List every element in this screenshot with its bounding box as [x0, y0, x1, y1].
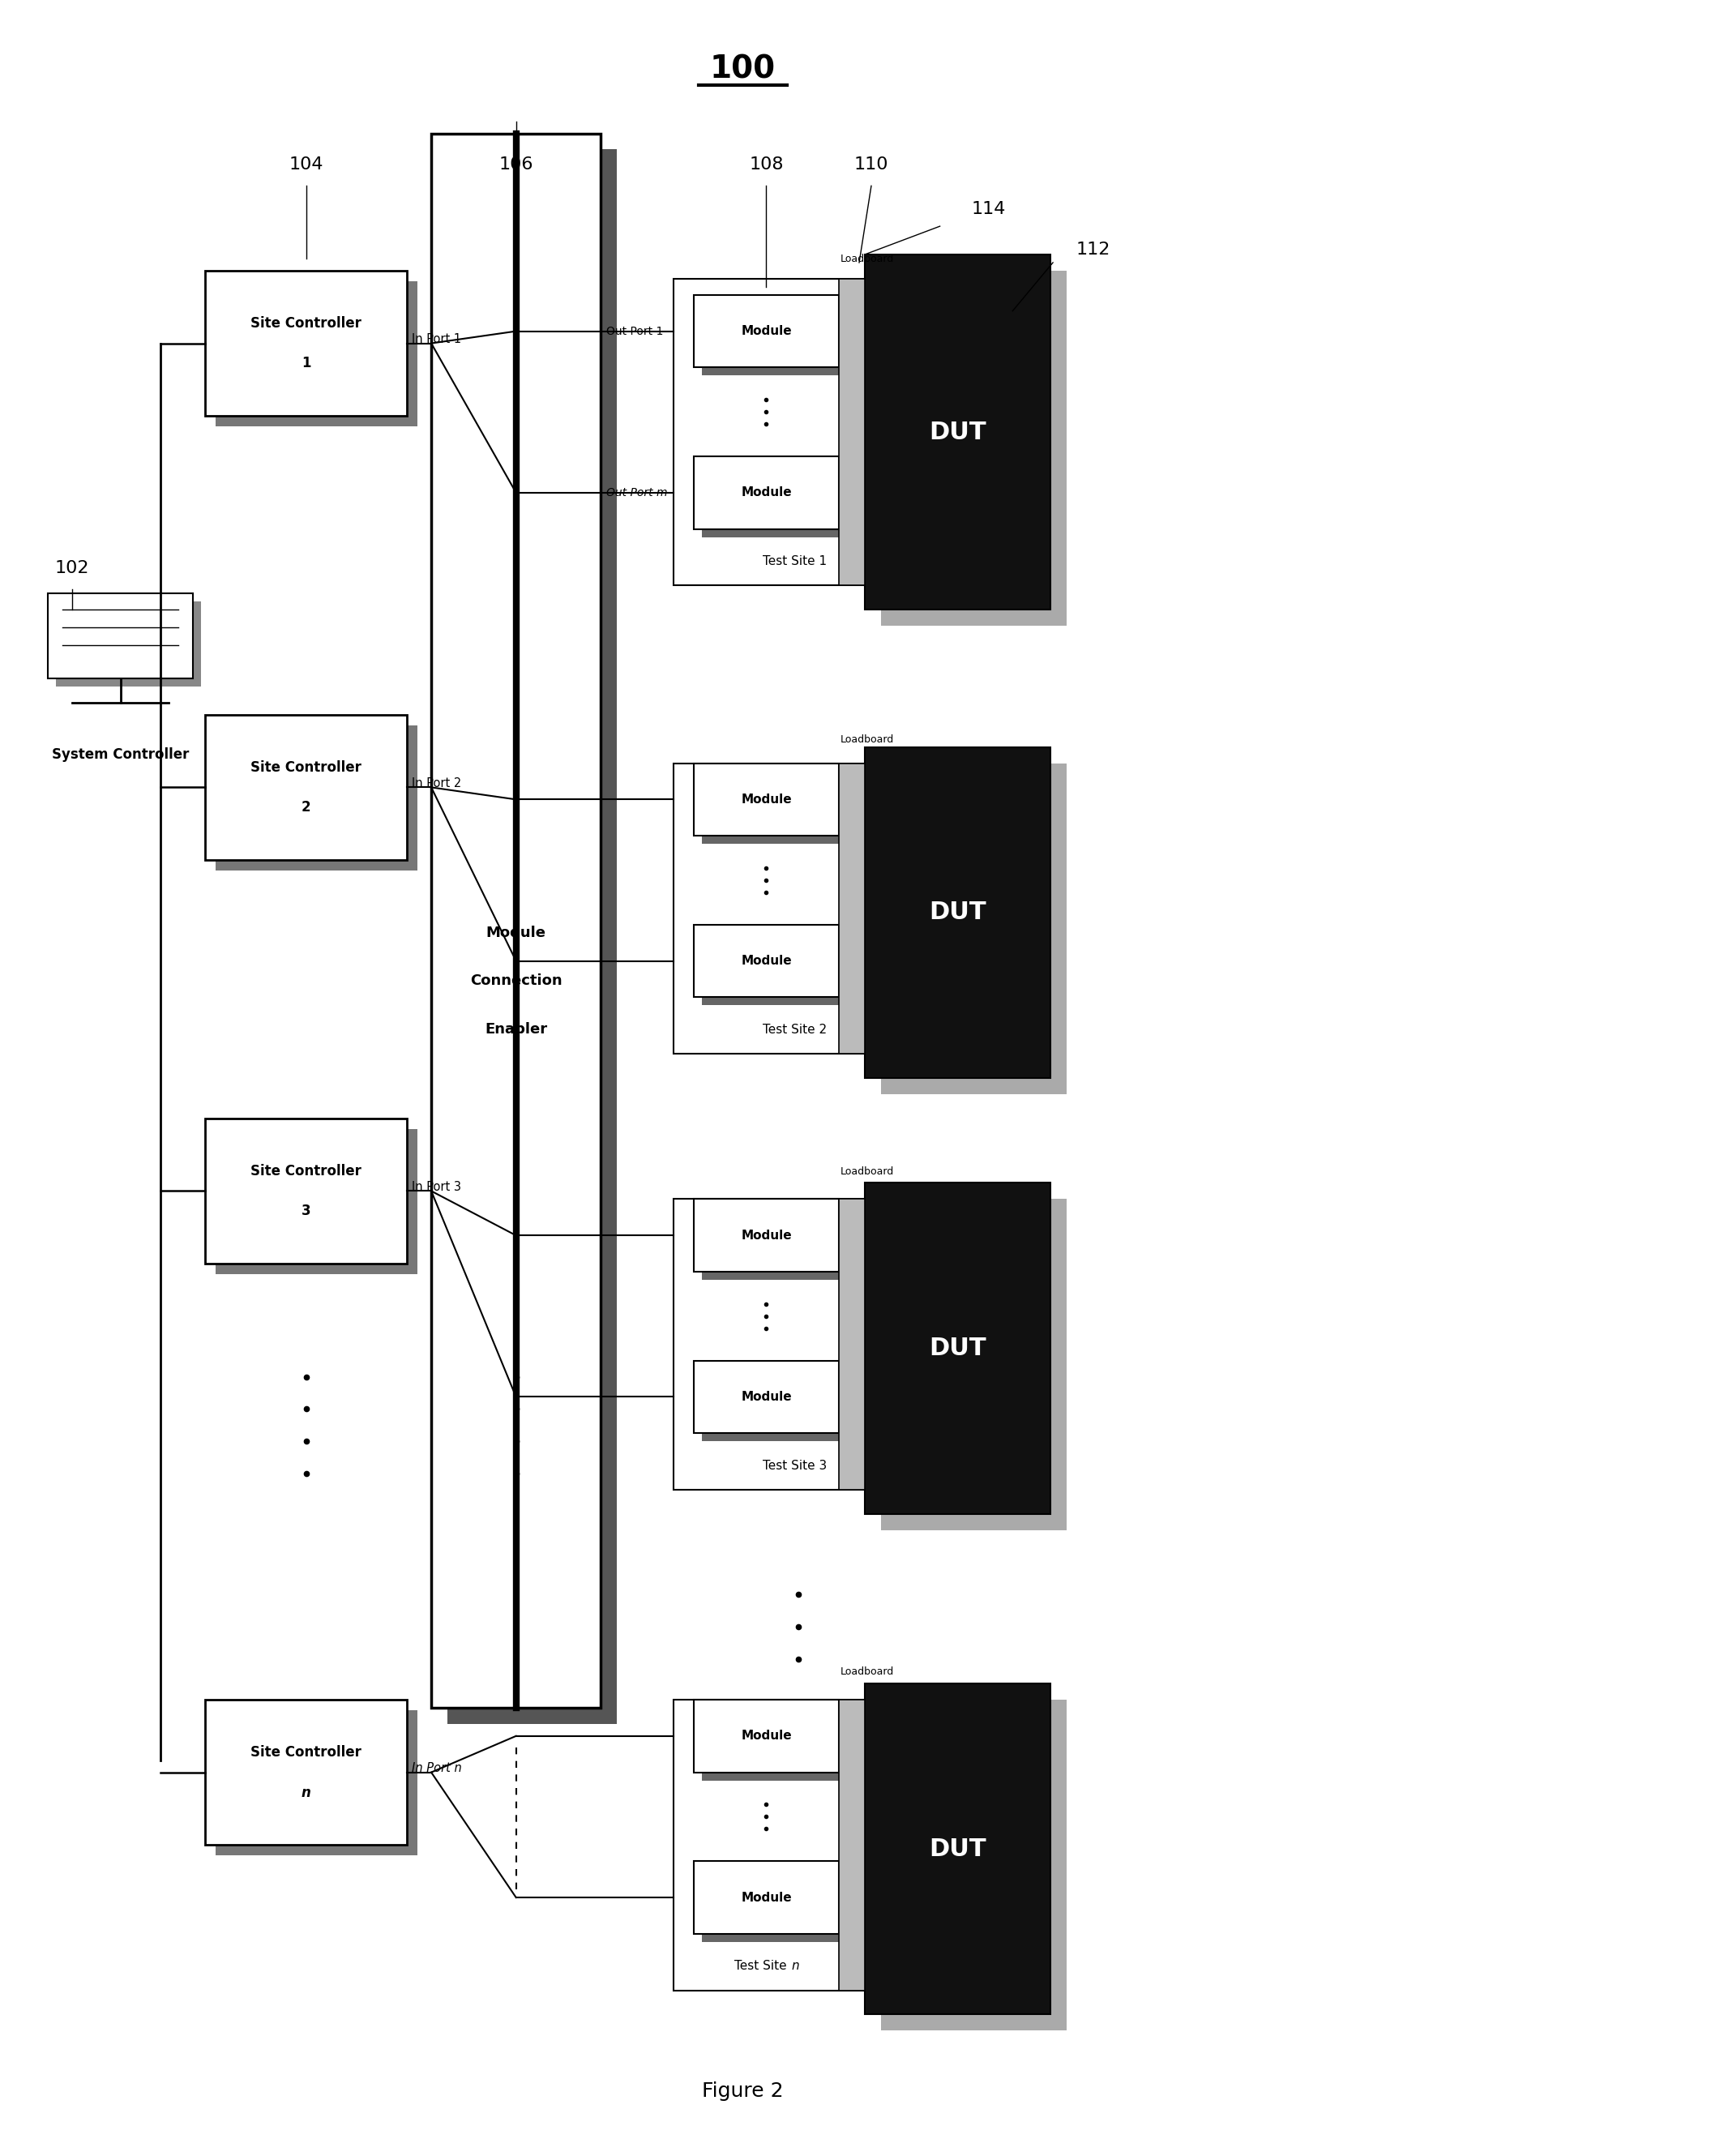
Bar: [55, 602, 200, 686]
Bar: [702, 1708, 847, 1781]
Bar: [881, 1699, 1066, 2031]
Bar: [702, 464, 847, 537]
Text: n: n: [791, 1960, 798, 1973]
Bar: [216, 724, 418, 871]
Bar: [702, 934, 847, 1005]
Text: Module: Module: [741, 1891, 791, 1904]
Bar: [693, 295, 840, 367]
Bar: [702, 304, 847, 375]
Bar: [693, 763, 840, 837]
Text: Out Port m: Out Port m: [607, 487, 667, 498]
Bar: [448, 149, 617, 1725]
Bar: [206, 714, 408, 860]
Text: Connection: Connection: [470, 975, 562, 987]
Bar: [702, 1369, 847, 1442]
Text: Loadboard: Loadboard: [840, 1166, 895, 1177]
Bar: [840, 1199, 864, 1490]
Bar: [864, 254, 1051, 610]
Bar: [864, 746, 1051, 1078]
Text: 102: 102: [55, 561, 90, 576]
Text: Test Site: Test Site: [734, 1960, 790, 1973]
Text: Test Site 3: Test Site 3: [762, 1460, 826, 1473]
Text: Site Controller: Site Controller: [251, 759, 361, 774]
Text: Module: Module: [741, 326, 791, 336]
Text: Site Controller: Site Controller: [251, 315, 361, 330]
Bar: [864, 1684, 1051, 2014]
Bar: [206, 272, 408, 416]
Bar: [674, 278, 916, 586]
Text: In Port n: In Port n: [411, 1761, 461, 1774]
Text: 110: 110: [854, 157, 888, 172]
Bar: [702, 1207, 847, 1281]
Text: Loadboard: Loadboard: [840, 254, 895, 265]
Text: Module: Module: [741, 1229, 791, 1242]
Bar: [693, 925, 840, 998]
Bar: [840, 278, 864, 586]
Text: 1: 1: [301, 356, 311, 371]
Text: DUT: DUT: [930, 901, 987, 925]
Text: DUT: DUT: [930, 420, 987, 444]
Text: DUT: DUT: [930, 1337, 987, 1360]
Bar: [864, 1184, 1051, 1514]
Bar: [881, 272, 1066, 625]
Text: Figure 2: Figure 2: [702, 2081, 785, 2100]
Text: In Port 3: In Port 3: [411, 1181, 461, 1192]
Text: 104: 104: [289, 157, 323, 172]
Text: Module: Module: [741, 487, 791, 498]
Bar: [693, 1199, 840, 1272]
Text: 3: 3: [301, 1203, 311, 1218]
Text: n: n: [301, 1785, 311, 1800]
Text: Site Controller: Site Controller: [251, 1164, 361, 1177]
Bar: [674, 1699, 916, 1990]
Bar: [693, 1699, 840, 1772]
Bar: [432, 134, 601, 1708]
Text: Test Site 1: Test Site 1: [762, 556, 826, 567]
Text: 108: 108: [750, 157, 783, 172]
Text: Test Site 2: Test Site 2: [762, 1024, 826, 1035]
Bar: [206, 1119, 408, 1263]
Bar: [702, 1869, 847, 1943]
Text: Site Controller: Site Controller: [251, 1744, 361, 1759]
Bar: [674, 763, 916, 1054]
Bar: [48, 593, 194, 679]
Text: Enabler: Enabler: [486, 1022, 548, 1037]
Text: Loadboard: Loadboard: [840, 733, 895, 744]
Text: 106: 106: [499, 157, 534, 172]
Bar: [206, 1699, 408, 1846]
Bar: [702, 772, 847, 843]
Bar: [693, 1861, 840, 1934]
Bar: [840, 1699, 864, 1990]
Bar: [840, 763, 864, 1054]
Text: In Port 1: In Port 1: [411, 334, 461, 345]
Bar: [216, 1130, 418, 1274]
Text: 100: 100: [710, 54, 776, 84]
Bar: [693, 457, 840, 528]
Bar: [216, 280, 418, 427]
Text: Module: Module: [741, 1391, 791, 1404]
Text: Module: Module: [741, 793, 791, 806]
Text: Out Port 1: Out Port 1: [607, 326, 664, 336]
Text: In Port 2: In Port 2: [411, 776, 461, 789]
Text: Module: Module: [486, 925, 546, 940]
Bar: [881, 763, 1066, 1093]
Text: 2: 2: [301, 800, 311, 815]
Text: DUT: DUT: [930, 1837, 987, 1861]
Text: 112: 112: [1077, 241, 1111, 259]
Text: Module: Module: [741, 955, 791, 968]
Text: System Controller: System Controller: [52, 746, 188, 761]
Text: 114: 114: [971, 201, 1006, 218]
Bar: [216, 1710, 418, 1856]
Text: Module: Module: [741, 1729, 791, 1742]
Bar: [693, 1360, 840, 1434]
Bar: [881, 1199, 1066, 1531]
Text: Loadboard: Loadboard: [840, 1667, 895, 1677]
Bar: [674, 1199, 916, 1490]
